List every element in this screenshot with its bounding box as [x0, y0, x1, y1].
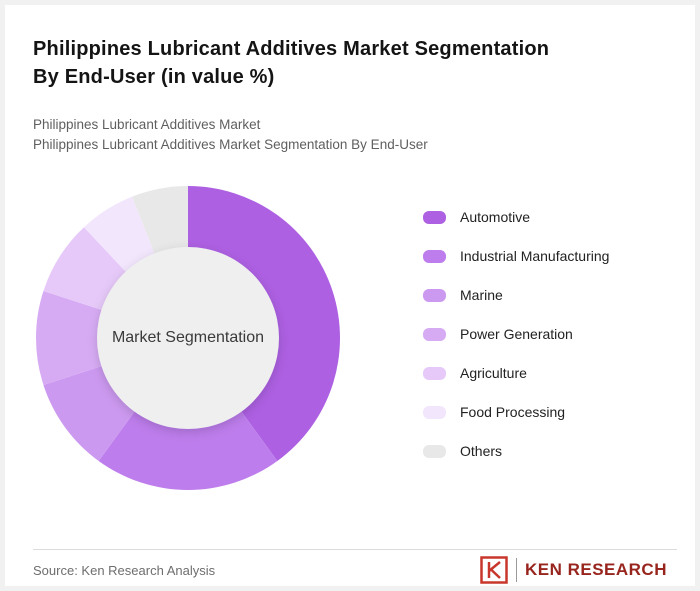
page-title-line2: By End-User (in value %) [33, 66, 275, 88]
legend-swatch [423, 288, 446, 302]
legend-label: Automotive [460, 209, 531, 225]
legend-item-marine: Marine [423, 287, 683, 303]
subtitle-block: Philippines Lubricant Additives Market P… [33, 115, 673, 155]
donut-chart: Market Segmentation [33, 183, 343, 493]
subtitle-segmentation: Philippines Lubricant Additives Market S… [33, 137, 428, 152]
legend-item-others: Others [423, 443, 683, 459]
legend-item-food-processing: Food Processing [423, 404, 683, 420]
legend-label: Industrial Manufacturing [460, 248, 610, 264]
legend: Automotive Industrial Manufacturing Marine… [423, 209, 683, 483]
logo-divider [515, 558, 517, 582]
donut-hole [97, 247, 279, 429]
logo-text: KEN RESEARCH [524, 560, 667, 579]
legend-swatch [423, 444, 446, 458]
legend-item-automotive: Automotive [423, 209, 683, 225]
legend-swatch [423, 249, 446, 263]
legend-item-industrial-manufacturing: Industrial Manufacturing [423, 248, 683, 264]
page-title-line1: Philippines Lubricant Additives Market S… [33, 38, 550, 60]
page-title: Philippines Lubricant Additives Market S… [33, 35, 673, 91]
donut-chart-svg [35, 186, 340, 490]
ken-research-logo: KEN RESEARCH [480, 555, 667, 585]
legend-label: Marine [460, 287, 503, 303]
legend-swatch [423, 327, 446, 341]
ken-research-k-icon [480, 556, 508, 584]
legend-item-power-generation: Power Generation [423, 326, 683, 342]
source-note: Source: Ken Research Analysis [33, 563, 216, 578]
legend-swatch [423, 366, 446, 380]
footer-divider [33, 549, 677, 550]
legend-label: Agriculture [460, 365, 527, 381]
legend-label: Others [460, 443, 503, 459]
legend-swatch [423, 405, 446, 419]
legend-label: Food Processing [460, 404, 566, 420]
legend-label: Power Generation [460, 326, 573, 342]
legend-item-agriculture: Agriculture [423, 365, 683, 381]
legend-swatch [423, 210, 446, 224]
subtitle-market: Philippines Lubricant Additives Market [33, 117, 261, 132]
